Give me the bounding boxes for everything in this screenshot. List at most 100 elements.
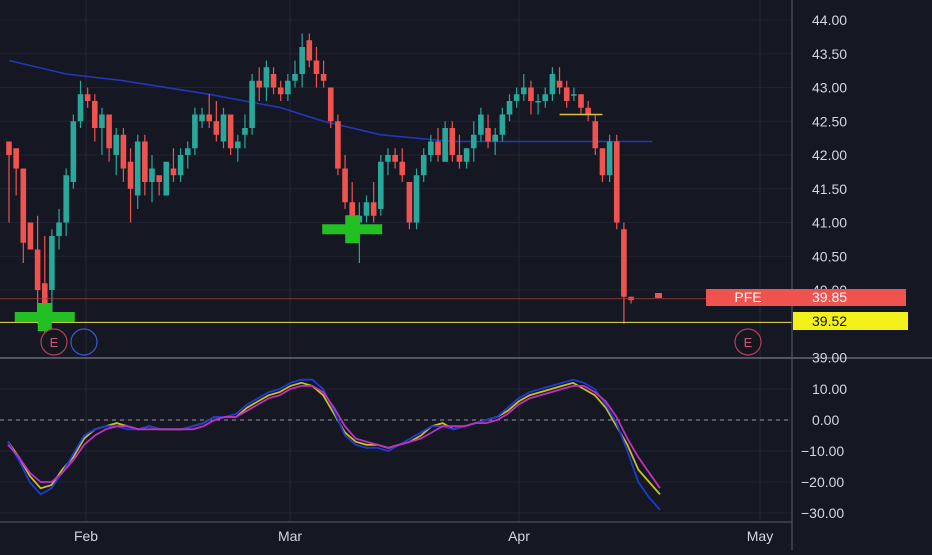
candle-body — [606, 141, 613, 176]
candle-body — [113, 134, 120, 155]
candle-body — [285, 80, 291, 95]
candle — [106, 114, 112, 162]
cross-vertical-bar — [345, 215, 360, 244]
candle-body — [70, 121, 77, 182]
candle — [370, 182, 377, 223]
price-tick-label: 43.00 — [812, 80, 847, 96]
candle-body — [192, 114, 198, 149]
time-tick-label: Feb — [74, 528, 98, 544]
candle — [213, 101, 220, 142]
candle-body — [599, 148, 606, 176]
candle — [585, 101, 591, 122]
candle-body — [385, 155, 391, 162]
candle-body — [621, 229, 627, 297]
candle — [84, 87, 91, 108]
oscillator-series-line — [7, 378, 661, 511]
candle-body — [306, 40, 313, 61]
candle — [420, 148, 427, 182]
candle-body — [327, 87, 334, 122]
candle-body — [442, 128, 448, 162]
candle-body — [292, 74, 298, 81]
candle — [63, 168, 69, 236]
earnings-badge: E — [40, 328, 98, 356]
candle — [363, 195, 370, 223]
candle — [163, 161, 170, 196]
candle-body — [84, 94, 91, 101]
candle — [113, 128, 120, 176]
candle — [285, 74, 291, 101]
candle-body — [263, 67, 270, 88]
candle — [299, 33, 305, 88]
candle — [177, 148, 184, 182]
candle — [27, 222, 34, 250]
candle-body — [542, 94, 549, 101]
candle-body — [313, 60, 320, 74]
candle — [142, 134, 148, 196]
candle-body — [92, 101, 98, 128]
candle — [542, 87, 549, 108]
candle — [592, 114, 599, 155]
candle-body — [335, 121, 341, 169]
marker-layer — [14, 215, 383, 331]
candle-body — [235, 141, 241, 149]
candle-body — [163, 161, 170, 196]
candle-body — [142, 141, 148, 182]
candle-body — [149, 168, 155, 182]
candle — [571, 87, 577, 101]
candle-body — [420, 155, 427, 176]
candle-body — [342, 168, 348, 203]
candle — [442, 121, 448, 162]
candle-body — [613, 141, 620, 223]
candle-body — [27, 222, 34, 250]
candle — [399, 148, 406, 182]
candle-body — [449, 128, 456, 155]
candle — [428, 134, 434, 162]
candle-body — [106, 114, 112, 149]
earnings-badge-circle — [734, 328, 762, 356]
candle — [70, 114, 77, 189]
candle-body — [370, 202, 377, 216]
candle — [249, 74, 255, 135]
marked-price-badge: 39.52 — [793, 312, 908, 330]
oscillator-tick-label: 0.00 — [812, 412, 839, 428]
candle-body — [506, 101, 513, 115]
candle-body — [227, 114, 234, 149]
oscillator-series-line — [7, 384, 661, 489]
candle — [184, 141, 191, 169]
candle-body — [556, 80, 563, 88]
price-tick-label: 42.50 — [812, 113, 847, 129]
candle-body — [585, 107, 591, 115]
signal-cross-marker — [322, 215, 383, 244]
candle-body — [134, 141, 141, 196]
moving-average-layer — [8, 59, 653, 143]
candle — [613, 134, 620, 230]
candle — [242, 114, 248, 149]
price-tick-label: 41.00 — [812, 215, 847, 231]
price-lines — [0, 113, 792, 323]
candle-body — [456, 155, 463, 162]
candle-body — [535, 101, 541, 103]
label-layer: E E 44.00 43.50 43.00 42.50 42.00 41.50 41.00 40.… — [40, 12, 908, 544]
earnings-badge: E — [734, 328, 762, 356]
candle-body — [399, 161, 406, 176]
candle-body — [356, 215, 363, 223]
candle — [270, 67, 277, 95]
candle-body — [363, 202, 370, 216]
candle-body — [199, 114, 205, 122]
candle — [306, 33, 313, 68]
candle — [206, 94, 212, 128]
candle-body — [99, 114, 105, 128]
oscillator-tick-label: 10.00 — [812, 381, 847, 397]
candle — [49, 229, 55, 317]
candle — [385, 148, 391, 176]
candle — [470, 121, 477, 162]
candle-body — [41, 283, 48, 304]
candle-body — [49, 236, 55, 290]
price-tick-label: 44.00 — [812, 12, 847, 28]
oscillator-tick-label: −10.00 — [801, 443, 844, 459]
earnings-badge-label: E — [50, 335, 59, 350]
candle-body — [277, 87, 284, 95]
time-tick-label: Apr — [508, 528, 530, 544]
earnings-badge-ring — [70, 328, 98, 356]
